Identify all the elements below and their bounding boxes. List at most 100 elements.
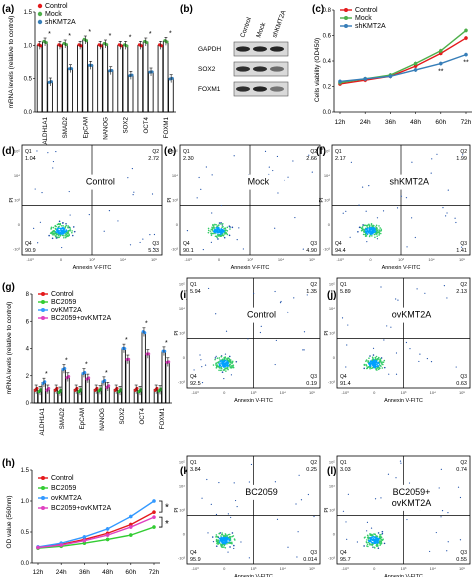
flow-event-dot xyxy=(366,521,369,523)
flow-event-dot xyxy=(382,210,385,212)
flow-event-dot xyxy=(51,237,54,240)
data-point xyxy=(49,80,53,84)
flow-event-dot xyxy=(366,225,369,227)
flow-event-dot xyxy=(368,540,370,543)
condition-label: ovKMT2A xyxy=(392,310,432,320)
flow-event-dot xyxy=(62,225,65,227)
flow-event-dot xyxy=(380,365,382,367)
category-label: SMAD2 xyxy=(59,407,66,429)
flow-event-dot xyxy=(223,377,225,380)
flow-event-dot xyxy=(441,510,444,512)
quadrant-name: Q1 xyxy=(335,149,342,155)
data-point xyxy=(464,36,468,40)
flow-event-dot xyxy=(213,231,216,234)
flow-event-dot xyxy=(220,355,223,358)
significance-bracket xyxy=(159,516,163,528)
y-tick-label: 0.5 xyxy=(24,77,33,83)
flow-event-dot xyxy=(66,234,68,237)
flow-event-dot xyxy=(346,538,348,540)
series-line xyxy=(37,500,155,548)
flow-event-dot xyxy=(211,174,213,176)
flow-event-dot xyxy=(229,366,232,369)
flow-event-dot xyxy=(231,226,234,229)
flow-event-dot xyxy=(71,234,74,237)
flow-event-dot xyxy=(430,172,432,174)
condition-label-bg xyxy=(385,484,438,511)
quadrant-name: Q3 xyxy=(310,550,317,556)
flow-event-dot xyxy=(350,161,352,163)
flow-event-dot xyxy=(226,366,229,369)
flow-event-dot xyxy=(395,373,398,375)
flow-x-tick-label: 10⁴ xyxy=(430,566,436,571)
flow-y-tick-label: -10³ xyxy=(171,247,179,252)
significance-star: * xyxy=(65,357,68,364)
bar xyxy=(62,43,68,113)
flow-event-dot xyxy=(400,462,402,464)
series-line xyxy=(37,516,155,549)
flow-event-dot xyxy=(234,499,237,502)
bar xyxy=(165,361,170,404)
flow-event-dot xyxy=(231,361,234,364)
flow-event-dot xyxy=(65,222,67,225)
panel-g: (g) mRNA levels (relative to control) 0 2… xyxy=(2,282,172,436)
data-point xyxy=(82,535,87,539)
flow-event-dot xyxy=(224,233,226,235)
flow-event-dot xyxy=(369,367,371,370)
y-tick-label: 0.8 xyxy=(323,8,332,14)
flow-x-axis-label: Annexin V-FITC xyxy=(231,265,270,271)
panel-letter: (j) xyxy=(327,290,336,301)
panel-letter-h: (h) xyxy=(2,458,15,469)
flow-event-dot xyxy=(220,222,222,224)
flow-event-dot xyxy=(236,505,238,508)
y-tick-label: 1.5 xyxy=(24,10,33,16)
flow-event-dot xyxy=(369,534,372,536)
flow-event-dot xyxy=(374,538,376,540)
flow-event-dot xyxy=(376,539,378,542)
flow-event-dot xyxy=(341,317,344,319)
flow-event-dot xyxy=(368,228,370,230)
flow-event-dot xyxy=(48,234,50,237)
x-tick-label: 72h xyxy=(149,569,160,576)
flow-event-dot xyxy=(61,227,64,229)
flow-event-dot xyxy=(395,477,397,479)
flow-event-dot xyxy=(298,474,300,476)
flow-event-dot xyxy=(279,302,282,304)
flow-y-tick-label: 0 xyxy=(333,532,336,537)
flow-y-tick-label: -10³ xyxy=(328,380,336,385)
flow-event-dot xyxy=(52,233,54,236)
flow-event-dot xyxy=(61,234,64,237)
flow-event-dot xyxy=(209,230,212,232)
quadrant-percent: 1.99 xyxy=(456,156,467,162)
flow-event-dot xyxy=(369,544,371,546)
blot-row-label: SOX2 xyxy=(198,66,216,73)
flow-event-dot xyxy=(216,227,218,229)
data-point xyxy=(160,44,164,48)
flow-event-dot xyxy=(219,543,222,545)
flow-event-dot xyxy=(139,241,141,244)
significance-star: * xyxy=(88,29,91,36)
flow-event-dot xyxy=(406,246,408,248)
data-point xyxy=(170,76,174,80)
flow-event-dot xyxy=(349,236,351,238)
flow-event-dot xyxy=(358,226,361,229)
flow-event-dot xyxy=(214,228,216,231)
flow-event-dot xyxy=(405,341,408,344)
quadrant-name: Q1 xyxy=(340,460,347,466)
flow-event-dot xyxy=(220,369,222,372)
category-label: FOXM1 xyxy=(159,407,166,429)
flow-event-dot xyxy=(202,248,204,251)
flow-event-dot xyxy=(383,339,385,341)
quadrant-percent: 91.4 xyxy=(340,381,351,387)
flow-event-dot xyxy=(221,539,223,541)
legend-label: Control xyxy=(51,475,74,482)
data-point xyxy=(120,44,124,48)
flow-event-dot xyxy=(375,544,378,546)
flow-event-dot xyxy=(207,231,210,234)
flow-event-dot xyxy=(142,238,144,240)
flow-x-tick-label: -10³ xyxy=(191,566,199,571)
data-point xyxy=(152,525,156,529)
flow-event-dot xyxy=(215,545,218,547)
flow-event-dot xyxy=(374,356,377,359)
panel-letter: (l) xyxy=(327,466,336,477)
flow-event-dot xyxy=(227,368,229,371)
